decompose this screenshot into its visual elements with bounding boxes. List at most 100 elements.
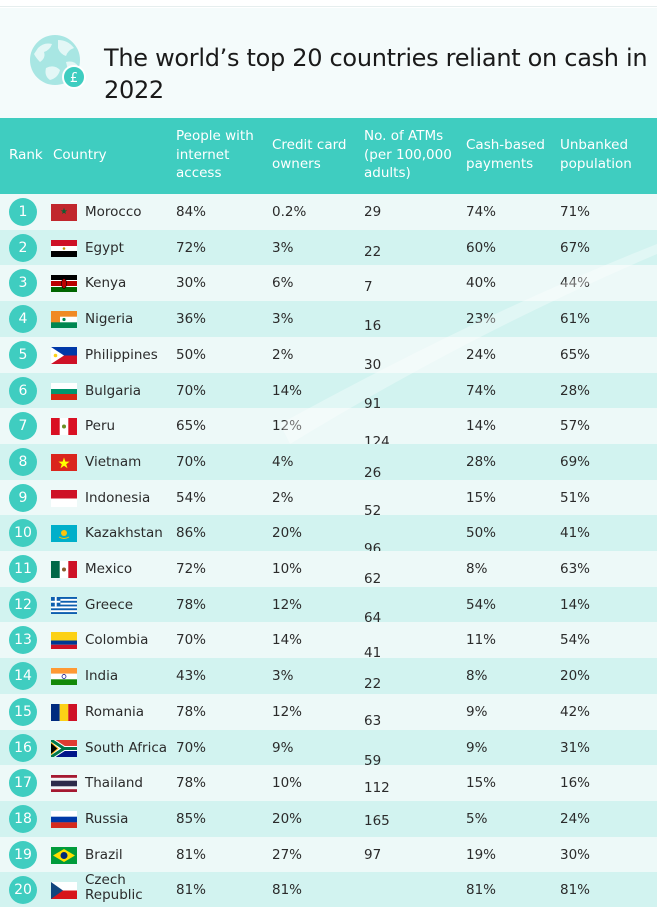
atm-count-value: 97 <box>364 846 382 863</box>
romania-flag-icon <box>51 703 77 721</box>
cash-payments-value: 54% <box>466 596 497 613</box>
internet-access-value: 54% <box>176 489 207 506</box>
country-name: Morocco <box>85 204 142 220</box>
table-row: 1 Morocco 84% 0.2% 29 74% 71% <box>0 194 657 230</box>
table-row: 6 Bulgaria 70% 14% 91 74% 28% <box>0 372 657 412</box>
kazakhstan-flag-icon <box>51 525 77 543</box>
unbanked-value: 31% <box>560 739 591 756</box>
unbanked-value: 28% <box>560 382 591 399</box>
credit-card-value: 27% <box>272 846 303 863</box>
kenya-flag-icon <box>51 275 77 293</box>
greece-flag-icon <box>51 596 77 614</box>
vietnam-flag-icon <box>51 453 77 471</box>
internet-access-value: 84% <box>176 204 207 220</box>
svg-text:£: £ <box>70 71 78 86</box>
header-unbanked: Unbanked population <box>560 137 632 172</box>
cash-payments-value: 50% <box>466 525 497 542</box>
country-name: Colombia <box>85 632 149 649</box>
table-row: 3 Kenya 30% 6% 7 40% 44% <box>0 265 657 302</box>
table-row: 7 Peru 65% 12% 124 14% 57% <box>0 408 657 450</box>
rank-badge: 16 <box>9 733 37 762</box>
internet-access-value: 70% <box>176 453 207 470</box>
rank-badge: 5 <box>9 340 37 369</box>
cash-payments-value: 9% <box>466 739 488 756</box>
country-name: Czech Republic <box>85 872 143 904</box>
credit-card-value: 12% <box>272 596 303 613</box>
credit-card-value: 14% <box>272 632 303 649</box>
rank-badge: 13 <box>9 626 37 655</box>
cash-payments-value: 15% <box>466 489 497 506</box>
country-name: Thailand <box>85 775 143 792</box>
header: £ The world’s top 20 countries reliant o… <box>0 8 657 118</box>
rank-badge: 12 <box>9 590 37 619</box>
credit-card-value: 2% <box>272 489 294 506</box>
atm-count-value: 30 <box>364 356 382 373</box>
cash-payments-value: 40% <box>466 275 497 292</box>
header-credit-card: Credit card owners <box>272 137 347 172</box>
country-name: Peru <box>85 418 116 435</box>
credit-card-value: 3% <box>272 311 294 328</box>
mexico-flag-icon <box>51 561 77 578</box>
credit-card-value: 12% <box>272 703 303 720</box>
header-internet: People with internet access <box>176 128 254 181</box>
table-row: 13 Colombia 70% 14% 41 11% 54% <box>0 622 657 661</box>
rank-badge: 9 <box>9 483 37 512</box>
atm-count-value: 62 <box>364 571 382 587</box>
philippines-flag-icon <box>51 346 77 364</box>
unbanked-value: 44% <box>560 275 591 292</box>
internet-access-value: 50% <box>176 346 207 363</box>
internet-access-value: 86% <box>176 525 207 542</box>
internet-access-value: 85% <box>176 810 207 827</box>
rank-badge: 4 <box>9 305 37 334</box>
internet-access-value: 78% <box>176 596 207 613</box>
country-name: Kenya <box>85 275 127 292</box>
table-row: 5 Philippines 50% 2% 30 24% 65% <box>0 336 657 373</box>
cash-payments-value: 74% <box>466 382 497 399</box>
internet-access-value: 78% <box>176 703 207 720</box>
rank-badge: 1 <box>9 198 37 226</box>
unbanked-value: 14% <box>560 596 591 613</box>
table-row: 14 India 43% 3% 22 8% 20% <box>0 658 657 695</box>
rank-badge: 20 <box>9 876 37 905</box>
thailand-flag-icon <box>51 775 77 793</box>
internet-access-value: 43% <box>176 668 207 685</box>
atm-count-value: 64 <box>364 609 382 626</box>
peru-flag-icon <box>51 418 77 436</box>
country-name: Egypt <box>85 239 124 256</box>
rank-badge: 3 <box>9 269 37 298</box>
country-name: India <box>85 668 119 685</box>
table-row: 18 Russia 85% 20% 165 5% 24% <box>0 800 657 837</box>
internet-access-value: 30% <box>176 275 207 292</box>
cash-payments-value: 11% <box>466 632 497 649</box>
atm-count-value: 7 <box>364 279 373 296</box>
unbanked-value: 71% <box>560 204 591 220</box>
rank-badge: 14 <box>9 662 37 691</box>
rank-badge: 11 <box>9 555 37 583</box>
credit-card-value: 3% <box>272 668 294 685</box>
credit-card-value: 6% <box>272 275 294 292</box>
top-divider <box>0 6 657 7</box>
atm-count-value: 22 <box>364 243 382 260</box>
country-name: South Africa <box>85 739 168 756</box>
credit-card-value: 10% <box>272 561 303 577</box>
rank-badge: 6 <box>9 376 37 405</box>
unbanked-value: 63% <box>560 561 591 577</box>
cash-payments-value: 60% <box>466 239 497 256</box>
credit-card-value: 20% <box>272 525 303 542</box>
internet-access-value: 81% <box>176 846 207 863</box>
atm-count-value: 29 <box>364 204 382 220</box>
cash-payments-value: 74% <box>466 204 497 220</box>
unbanked-value: 51% <box>560 489 591 506</box>
table-header: Rank Country People with internet access… <box>0 118 657 194</box>
header-country: Country <box>53 147 107 163</box>
table-row: 8 Vietnam 70% 4% 26 28% 69% <box>0 443 657 481</box>
table-row: 16 South Africa 70% 9% 59 9% 31% <box>0 729 657 769</box>
cash-payments-value: 8% <box>466 668 488 685</box>
atm-count-value: 112 <box>364 780 390 797</box>
morocco-flag-icon <box>51 204 77 221</box>
credit-card-value: 81% <box>272 882 303 899</box>
header-atms: No. of ATMs (per 100,000 adults) <box>364 128 452 181</box>
country-name: Nigeria <box>85 311 134 328</box>
table-row: 4 Nigeria 36% 3% 16 23% 61% <box>0 301 657 338</box>
country-name: Greece <box>85 596 134 613</box>
